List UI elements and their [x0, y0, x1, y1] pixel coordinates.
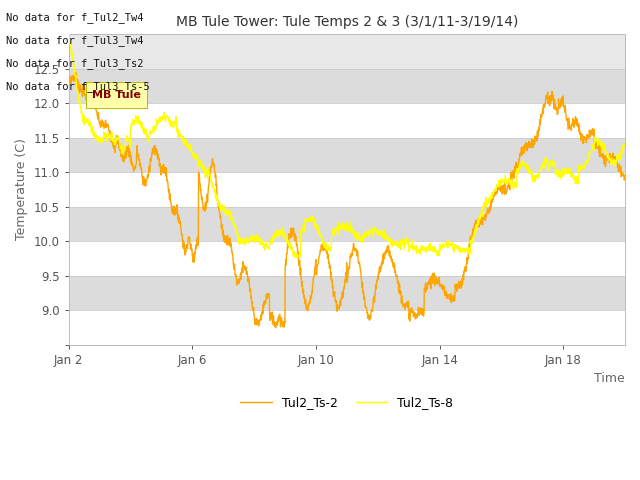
Tul2_Ts-2 [445, 292, 453, 298]
Tul2_Ts-2 [272, 325, 280, 331]
Y-axis label: Temperature (C): Temperature (C) [15, 139, 28, 240]
X-axis label: Time: Time [595, 372, 625, 385]
Title: MB Tule Tower: Tule Temps 2 & 3 (3/1/11-3/19/14): MB Tule Tower: Tule Temps 2 & 3 (3/1/11-… [175, 15, 518, 29]
Tul2_Ts-8 [621, 141, 629, 146]
Line: Tul2_Ts-2: Tul2_Ts-2 [68, 72, 625, 328]
Text: No data for f_Tul3_Tw4: No data for f_Tul3_Tw4 [6, 35, 144, 46]
Bar [68, 276, 625, 310]
Tul2_Ts-2 [621, 173, 629, 179]
Tul2_Ts-2 [273, 322, 281, 328]
Tul2_Ts-2 [65, 72, 72, 78]
Tul2_Ts-8 [295, 254, 303, 260]
Tul2_Ts-8 [273, 232, 281, 238]
Tul2_Ts-8 [97, 135, 104, 141]
Tul2_Ts-2 [184, 240, 191, 246]
Text: No data for f_Tul3_Ts2: No data for f_Tul3_Ts2 [6, 58, 144, 69]
Text: No data for f_Tul2_Tw4: No data for f_Tul2_Tw4 [6, 12, 144, 23]
Bar [68, 310, 625, 345]
Tul2_Ts-8 [293, 255, 301, 261]
Tul2_Ts-8 [292, 254, 300, 260]
Bar [68, 172, 625, 207]
Bar [68, 138, 625, 172]
Tul2_Ts-2 [292, 241, 300, 247]
Text: MB Tule: MB Tule [92, 90, 141, 100]
Text: No data for f_Tul3_Ts-5: No data for f_Tul3_Ts-5 [6, 81, 150, 92]
Bar [68, 69, 625, 103]
Line: Tul2_Ts-8: Tul2_Ts-8 [68, 33, 625, 258]
Tul2_Ts-2 [97, 120, 105, 125]
Tul2_Ts-2 [295, 260, 303, 266]
Tul2_Ts-8 [65, 30, 72, 36]
Legend: Tul2_Ts-2, Tul2_Ts-8: Tul2_Ts-2, Tul2_Ts-8 [236, 391, 458, 414]
Bar [68, 103, 625, 138]
Bar [68, 207, 625, 241]
Tul2_Ts-8 [445, 238, 452, 244]
Bar [68, 241, 625, 276]
Tul2_Ts-8 [184, 143, 191, 148]
Tul2_Ts-2 [71, 70, 79, 75]
